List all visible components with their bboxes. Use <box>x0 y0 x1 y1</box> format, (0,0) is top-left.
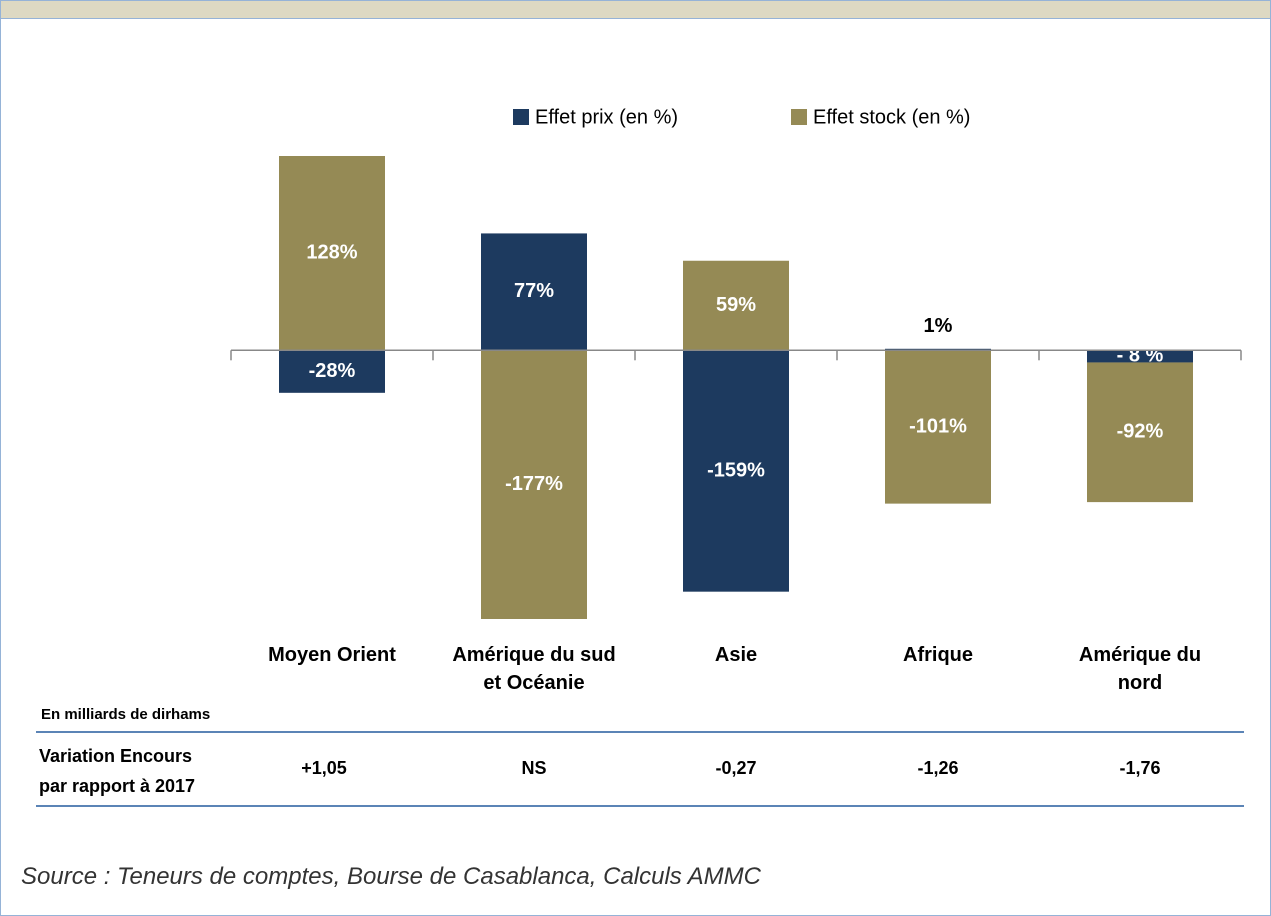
bar <box>481 350 587 619</box>
category-label: Asie <box>714 644 758 666</box>
table-rule <box>36 731 1244 733</box>
table-unit: En milliards de dirhams <box>41 706 211 723</box>
table-value: -1,26 <box>917 758 959 778</box>
table-value: +1,05 <box>301 758 347 778</box>
row-label: Variation Encours par rapport à 2017 <box>39 746 196 796</box>
value-label: -28% <box>309 360 356 382</box>
legend-swatch <box>791 109 807 125</box>
category-label: Afrique <box>903 644 973 666</box>
bar <box>885 350 991 504</box>
bar <box>279 350 385 393</box>
header-bar <box>1 1 1270 19</box>
bar <box>885 348 991 351</box>
value-label: -92% <box>1117 421 1164 443</box>
table-value: -0,27 <box>715 758 757 778</box>
source-note: Source : Teneurs de comptes, Bourse de C… <box>21 863 761 890</box>
value-label: 128% <box>306 241 357 263</box>
bar <box>481 233 587 351</box>
value-label: 1% <box>924 315 953 337</box>
category-label: Amérique du sud et Océanie <box>452 644 616 694</box>
bar <box>1087 362 1193 503</box>
value-label: -159% <box>707 459 765 481</box>
table-value: -1,76 <box>1119 758 1161 778</box>
bar <box>1087 350 1193 363</box>
value-label: -177% <box>505 473 563 495</box>
bar <box>683 260 789 351</box>
legend-swatch <box>513 109 529 125</box>
bar <box>683 350 789 592</box>
category-label: Amérique du nord <box>1078 644 1202 694</box>
value-label: 77% <box>514 280 554 302</box>
category-label: Moyen Orient <box>268 644 396 666</box>
chart: Effet prix (en %) Effet stock (en %) -28% 1… <box>230 106 1242 619</box>
bar <box>279 156 385 351</box>
legend-label: Effet stock (en %) <box>813 106 970 128</box>
table-value: NS <box>521 758 547 778</box>
value-label: -101% <box>909 415 967 437</box>
legend-label: Effet prix (en %) <box>535 106 678 128</box>
table-rule <box>36 805 1244 807</box>
value-label: 59% <box>716 294 756 316</box>
